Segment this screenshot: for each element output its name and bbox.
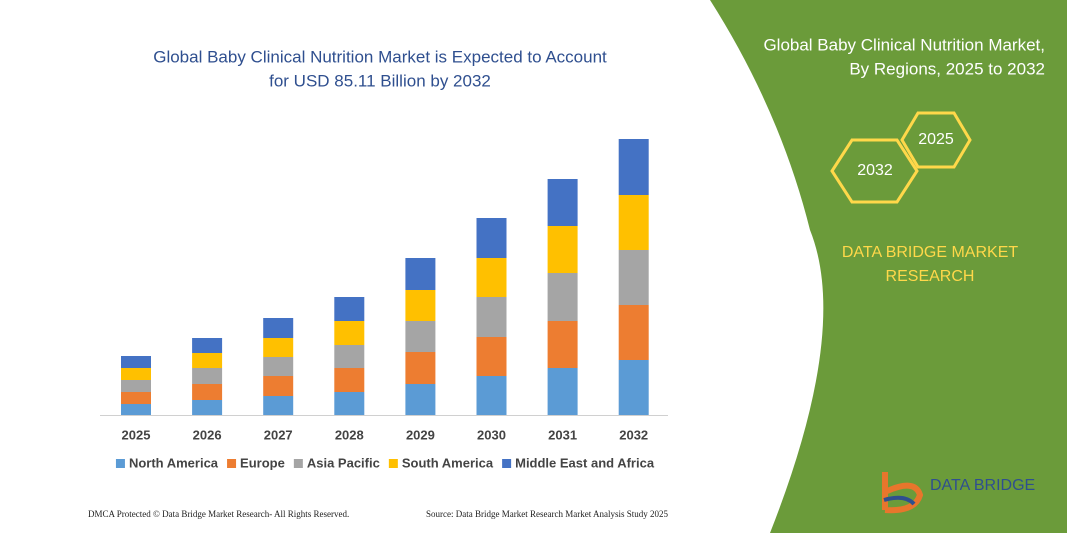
bar-segment bbox=[192, 400, 223, 415]
x-tick-label: 2030 bbox=[477, 427, 506, 442]
bar-segment bbox=[334, 345, 365, 368]
legend-swatch bbox=[293, 459, 303, 468]
bar-segment bbox=[192, 368, 223, 384]
bar-segment bbox=[192, 338, 223, 353]
x-tick-label: 2026 bbox=[193, 427, 222, 442]
bar-segment bbox=[547, 226, 578, 273]
bar-segment bbox=[618, 139, 649, 195]
bar-segment bbox=[547, 273, 578, 321]
hex-label: 2025 bbox=[918, 131, 954, 148]
bar-segment bbox=[192, 384, 223, 400]
bar-segment bbox=[547, 368, 578, 415]
bar-segment bbox=[405, 258, 436, 290]
x-tick-label: 2027 bbox=[264, 427, 293, 442]
brand-text: RESEARCH bbox=[886, 268, 975, 285]
hexagon bbox=[900, 111, 972, 169]
bar-segment bbox=[476, 337, 507, 376]
bar-segment bbox=[263, 338, 294, 357]
bar-segment bbox=[618, 250, 649, 305]
chart-title: for USD 85.11 Billion by 2032 bbox=[269, 71, 491, 90]
bar-segment bbox=[121, 380, 151, 392]
bar-segment bbox=[618, 305, 649, 360]
legend-label: South America bbox=[402, 455, 494, 470]
logo bbox=[882, 472, 924, 514]
footer-text: Source: Data Bridge Market Research Mark… bbox=[426, 509, 668, 519]
legend-swatch bbox=[388, 459, 398, 468]
bar-segment bbox=[334, 368, 365, 392]
bar-segment bbox=[263, 357, 294, 376]
x-tick-label: 2032 bbox=[619, 427, 648, 442]
bar-segment bbox=[121, 404, 151, 415]
bar-segment bbox=[263, 396, 294, 415]
legend-label: Middle East and Africa bbox=[515, 455, 655, 470]
bar-segment bbox=[263, 376, 294, 396]
bar-segment bbox=[476, 258, 507, 297]
panel-title: By Regions, 2025 to 2032 bbox=[849, 59, 1045, 78]
bar-segment bbox=[618, 360, 649, 415]
bar-segment bbox=[476, 218, 507, 258]
bar-segment bbox=[263, 318, 294, 338]
x-tick-label: 2028 bbox=[335, 427, 364, 442]
bar-segment bbox=[334, 321, 365, 345]
legend-swatch bbox=[227, 459, 237, 468]
panel-title: Global Baby Clinical Nutrition Market, bbox=[763, 35, 1045, 54]
bar-segment bbox=[121, 356, 151, 368]
x-tick-label: 2029 bbox=[406, 427, 435, 442]
footer-text: DMCA Protected © Data Bridge Market Rese… bbox=[88, 509, 349, 519]
hexagon bbox=[830, 138, 919, 204]
legend-swatch bbox=[115, 459, 125, 468]
bar-segment bbox=[405, 352, 436, 384]
x-tick-label: 2025 bbox=[122, 427, 151, 442]
bar-segment bbox=[192, 353, 223, 368]
chart-title: Global Baby Clinical Nutrition Market is… bbox=[153, 47, 607, 66]
hex-label: 2032 bbox=[857, 162, 893, 179]
brand-text: DATA BRIDGE MARKET bbox=[842, 244, 1019, 261]
side-panel bbox=[710, 0, 1067, 533]
legend-label: Europe bbox=[240, 455, 285, 470]
bar-segment bbox=[121, 392, 151, 404]
legend-swatch bbox=[502, 459, 512, 468]
legend-label: North America bbox=[129, 455, 219, 470]
bar-segment bbox=[334, 392, 365, 415]
bar-segment bbox=[618, 195, 649, 250]
bar-segment bbox=[405, 384, 436, 415]
bar-segment bbox=[121, 368, 151, 380]
logo-text: DATA BRIDGE bbox=[930, 477, 1035, 494]
bar-segment bbox=[334, 297, 365, 321]
bar-segment bbox=[547, 321, 578, 368]
bar-segment bbox=[476, 376, 507, 415]
x-tick-label: 2031 bbox=[548, 427, 577, 442]
bar-segment bbox=[547, 179, 578, 226]
legend-label: Asia Pacific bbox=[307, 455, 380, 470]
bar-segment bbox=[405, 290, 436, 321]
bar-segment bbox=[405, 321, 436, 352]
bar-segment bbox=[476, 297, 507, 337]
